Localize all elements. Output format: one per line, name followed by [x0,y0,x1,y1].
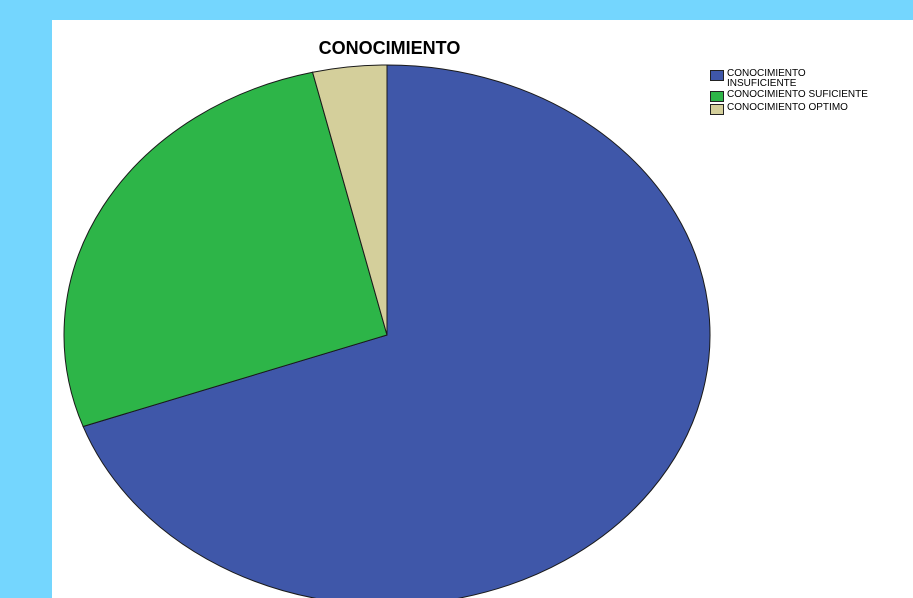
chart-legend: CONOCIMIENTO INSUFICIENTE CONOCIMIENTO SU… [710,69,877,116]
legend-label: CONOCIMIENTO OPTIMO [727,102,848,113]
pie-slice-insuficiente [82,64,711,598]
pie-slice-suficiente [63,71,388,428]
legend-label: CONOCIMIENTO SUFICIENTE [727,89,868,100]
pie-slice-optimo [311,64,388,336]
pie-chart [63,64,711,598]
chart-title: CONOCIMIENTO [318,38,461,58]
legend-item-insuficiente: CONOCIMIENTO INSUFICIENTE [710,69,877,89]
legend-label: CONOCIMIENTO INSUFICIENTE [727,68,806,89]
legend-item-optimo: CONOCIMIENTO OPTIMO [710,103,877,115]
legend-swatch [710,70,724,81]
chart-panel: CONOCIMIENTO CONOCIMIENTO INSUFICIENTE CO… [52,20,913,598]
legend-swatch [710,104,724,115]
legend-swatch [710,91,724,102]
legend-item-suficiente: CONOCIMIENTO SUFICIENTE [710,90,877,102]
